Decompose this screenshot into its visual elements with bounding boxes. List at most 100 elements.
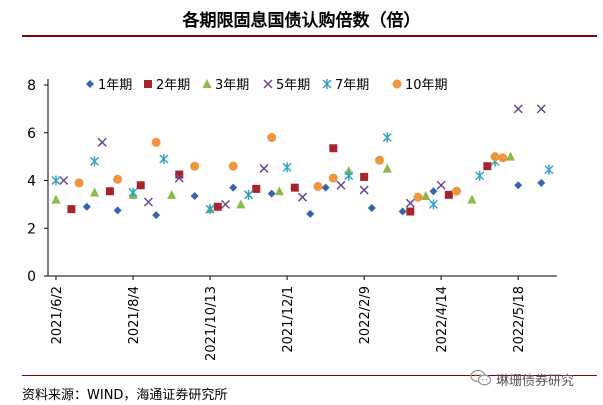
x-tick-label: 2021/8/4	[127, 286, 142, 344]
chart-title: 各期限固息国债认购倍数（倍）	[182, 11, 421, 31]
data-point	[59, 175, 69, 186]
scatter-chart: 0 2 4 6 8 2021/6/2 2021/8/4 2021/10/13 2021/12/1…	[27, 78, 557, 361]
data-point	[190, 161, 200, 171]
legend-marker	[263, 79, 273, 89]
data-point	[90, 187, 100, 197]
data-point	[82, 202, 91, 211]
data-point	[105, 187, 114, 196]
data-point	[236, 199, 246, 209]
data-point	[321, 183, 330, 192]
data-point	[382, 132, 392, 143]
legend-label: 3年期	[215, 78, 249, 93]
legend-marker	[322, 79, 332, 89]
data-point	[359, 185, 369, 195]
data-point	[498, 153, 508, 163]
data-point	[159, 154, 169, 165]
legend-marker	[392, 79, 402, 89]
data-point	[536, 104, 546, 114]
data-point	[514, 181, 523, 190]
data-point	[537, 178, 546, 187]
x-tick-label: 2022/4/14	[435, 286, 450, 353]
title-divider	[22, 35, 597, 37]
data-point	[113, 174, 123, 184]
data-point	[267, 133, 277, 143]
data-point	[406, 207, 415, 216]
legend-label: 1年期	[98, 78, 132, 93]
data-point	[213, 202, 222, 211]
data-point	[336, 180, 346, 190]
data-point	[452, 186, 462, 196]
data-point	[429, 187, 438, 196]
data-point	[282, 162, 292, 173]
source-note: 资料来源：WIND，海通证券研究所	[22, 388, 228, 403]
legend-marker	[202, 79, 212, 88]
data-point	[190, 192, 199, 201]
data-point	[505, 151, 515, 161]
data-point	[428, 199, 438, 210]
data-point	[151, 137, 161, 147]
data-point	[244, 189, 254, 200]
data-point	[143, 197, 153, 207]
data-point	[490, 152, 500, 162]
data-point	[544, 164, 554, 175]
legend-label: 10年期	[405, 78, 448, 93]
y-tick-label: 2	[27, 221, 36, 237]
data-point	[360, 172, 369, 181]
data-point	[290, 183, 299, 192]
legend-label: 5年期	[276, 78, 310, 93]
data-point	[175, 170, 184, 179]
data-point	[467, 194, 477, 204]
data-point	[329, 144, 338, 153]
watermark-text: 琳珊债券研究	[496, 374, 575, 389]
data-point	[259, 164, 269, 174]
y-tick-label: 6	[27, 126, 36, 142]
data-point	[382, 163, 392, 173]
y-tick-label: 4	[27, 174, 36, 190]
watermark: 琳珊债券研究	[462, 367, 602, 391]
data-point	[220, 199, 230, 209]
x-tick-label: 2022/2/9	[358, 286, 373, 344]
data-point	[205, 204, 215, 215]
data-point	[74, 178, 84, 188]
data-point	[152, 211, 161, 220]
data-point	[252, 184, 261, 193]
data-point	[475, 170, 485, 181]
data-point	[421, 191, 431, 201]
x-tick-label: 2021/10/13	[204, 286, 219, 361]
data-point	[113, 206, 122, 215]
data-point	[344, 170, 354, 181]
data-point	[375, 155, 385, 165]
legend-label: 7年期	[335, 78, 369, 93]
data-point	[436, 180, 446, 190]
data-point	[444, 190, 453, 199]
wechat-icon	[470, 369, 492, 386]
data-point	[306, 209, 315, 218]
data-point	[413, 192, 423, 202]
legend-marker	[86, 80, 94, 88]
x-tick-label: 2022/5/18	[512, 286, 527, 353]
data-point	[97, 137, 107, 147]
data-point	[513, 104, 523, 114]
legend-marker	[144, 80, 152, 88]
data-point	[398, 207, 407, 216]
x-tick-label: 2021/12/1	[281, 286, 296, 353]
data-point	[228, 161, 238, 171]
data-point	[136, 181, 145, 190]
data-point	[89, 156, 100, 167]
x-tick-label: 2021/6/2	[50, 286, 65, 344]
legend-label: 2年期	[156, 78, 190, 93]
data-point	[405, 198, 415, 208]
data-point	[367, 203, 376, 212]
data-point	[229, 183, 238, 192]
y-tick-label: 8	[27, 78, 36, 94]
data-point	[267, 189, 276, 198]
data-point	[328, 173, 338, 183]
data-point	[51, 194, 61, 204]
data-point	[174, 173, 184, 183]
data-point	[483, 162, 492, 171]
data-point	[67, 205, 76, 214]
data-point	[297, 192, 308, 202]
data-point	[274, 186, 284, 196]
y-tick-label: 0	[27, 269, 36, 285]
source-divider	[22, 375, 597, 376]
